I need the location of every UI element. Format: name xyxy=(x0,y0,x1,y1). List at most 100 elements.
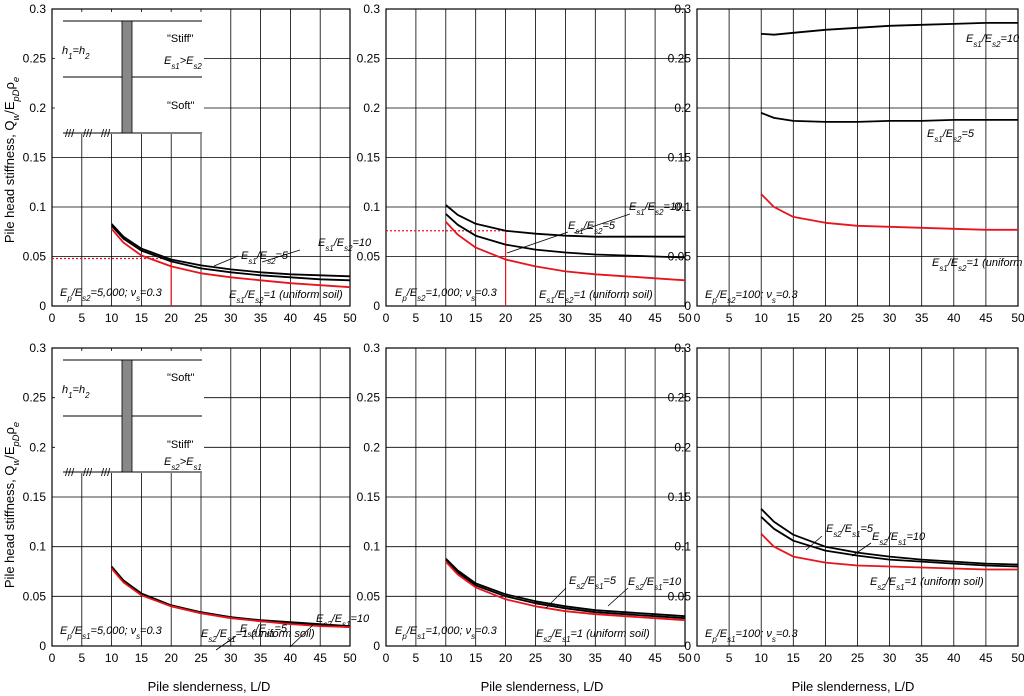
x-tick-label: 0 xyxy=(383,651,390,665)
y-tick-label: 0.1 xyxy=(363,200,380,214)
x-tick-label: 30 xyxy=(224,311,238,325)
y-tick-label: 0.2 xyxy=(674,101,691,115)
x-tick-label: 50 xyxy=(678,311,692,325)
y-tick-label: 0.25 xyxy=(357,391,381,405)
y-tick-label: 0.2 xyxy=(363,440,380,454)
y-tick-label: 0.3 xyxy=(29,2,46,16)
x-tick-label: 35 xyxy=(254,651,268,665)
x-tick-label: 45 xyxy=(979,311,993,325)
x-tick-label: 45 xyxy=(979,651,993,665)
series-line-3 xyxy=(110,567,351,628)
x-tick-label: 20 xyxy=(819,311,833,325)
label-leader-line xyxy=(607,587,629,607)
x-tick-label: 15 xyxy=(469,651,483,665)
plot-frame xyxy=(385,347,686,647)
pile-shaft xyxy=(121,20,133,134)
x-tick-label: 45 xyxy=(314,311,328,325)
x-tick-label: 25 xyxy=(194,311,208,325)
y-tick-label: 0.05 xyxy=(668,250,692,264)
x-tick-label: 0 xyxy=(694,651,701,665)
y-tick-label: 0.05 xyxy=(23,250,47,264)
x-tick-label: 40 xyxy=(284,651,298,665)
plot-frame xyxy=(696,8,1019,307)
x-tick-label: 15 xyxy=(787,651,801,665)
x-tick-label: 25 xyxy=(194,651,208,665)
inset-thickness-label: h1=h2 xyxy=(62,384,90,400)
y-tick-label: 0.2 xyxy=(29,101,46,115)
ground-hatch: /// xyxy=(83,467,93,479)
x-tick-label: 25 xyxy=(529,311,543,325)
ground-hatch: /// xyxy=(83,128,93,140)
plot-frame xyxy=(51,347,351,647)
parameter-annotation: Ep/Es1=100; νs=0.3 xyxy=(705,628,798,644)
y-tick-label: 0.1 xyxy=(363,540,380,554)
series-line-2 xyxy=(760,516,1019,568)
x-tick-label: 0 xyxy=(383,311,390,325)
series-label-3: Es2/Es1=1 (uniform soil) xyxy=(536,628,650,644)
series-line-2 xyxy=(445,558,686,620)
x-tick-label: 15 xyxy=(135,311,149,325)
x-tick-label: 30 xyxy=(559,651,573,665)
y-tick-label: 0 xyxy=(373,299,380,313)
label-leader-line xyxy=(851,542,872,557)
y-tick-label: 0.25 xyxy=(23,52,47,66)
label-leader-line xyxy=(573,213,631,234)
plot-frame xyxy=(385,8,686,307)
label-leader-line xyxy=(215,635,237,651)
series-label-1: Es2/Es1=10 xyxy=(628,576,682,592)
soil-profile-inset: /// /// /// h1=h2 "Soft" "Stiff" Es2>Es1 xyxy=(55,351,204,479)
y-tick-label: 0.15 xyxy=(668,490,692,504)
y-tick-label: 0 xyxy=(39,299,46,313)
x-tick-label: 5 xyxy=(413,651,420,665)
series-label-1: Es2/Es1=10 xyxy=(316,613,370,629)
y-axis-label-bottom: Pile head stiffness, Qw/EpDρe xyxy=(2,422,21,588)
y-tick-label: 0.3 xyxy=(363,2,380,16)
y-tick-label: 0.05 xyxy=(23,589,47,603)
x-tick-label: 10 xyxy=(439,651,453,665)
y-tick-label: 0.2 xyxy=(674,440,691,454)
chart-panel-bottom-left: 0 5 10 15 20 25 30 35 40 45 50 0 0.05 0.1 0.15 0.2 0.25 0… xyxy=(23,341,370,665)
x-tick-label: 25 xyxy=(851,311,865,325)
y-tick-label: 0.15 xyxy=(357,151,381,165)
y-tick-label: 0.25 xyxy=(668,52,692,66)
series-line-3 xyxy=(760,533,1018,571)
x-tick-label: 40 xyxy=(284,311,298,325)
y-tick-label: 0.15 xyxy=(23,151,47,165)
x-tick-label: 5 xyxy=(78,651,85,665)
inset-lower-layer-label: "Stiff" xyxy=(167,439,194,451)
x-tick-label: 35 xyxy=(589,651,603,665)
x-tick-label: 20 xyxy=(165,651,179,665)
series-label-1: Es2/Es1=10 xyxy=(872,531,926,547)
x-tick-label: 5 xyxy=(413,311,420,325)
label-leader-line xyxy=(805,535,823,551)
x-tick-label: 15 xyxy=(135,651,149,665)
y-tick-label: 0 xyxy=(684,639,691,653)
x-tick-label: 45 xyxy=(648,311,662,325)
x-tick-label: 25 xyxy=(851,651,865,665)
series-label-3: Es1/Es2=1 (uniform soil) xyxy=(932,257,1024,273)
x-tick-label: 45 xyxy=(648,651,662,665)
x-tick-label: 35 xyxy=(589,311,603,325)
x-tick-label: 0 xyxy=(49,651,56,665)
x-tick-label: 35 xyxy=(254,311,268,325)
series-line-3 xyxy=(445,221,686,282)
x-tick-label: 50 xyxy=(1011,311,1024,325)
y-tick-label: 0.1 xyxy=(29,200,46,214)
x-axis-label-middle: Pile slenderness, L/D xyxy=(481,679,604,694)
series-label-3: Es1/Es2=1 (uniform soil) xyxy=(229,289,343,305)
y-tick-label: 0 xyxy=(684,299,691,313)
parameter-annotation: Ep/Es1=1,000; νs=0.3 xyxy=(395,625,498,641)
parameter-annotation: Ep/Es2=5,000; νs=0.3 xyxy=(60,287,163,303)
inset-stiffness-relation: Es2>Es1 xyxy=(164,456,202,472)
x-tick-label: 35 xyxy=(915,651,929,665)
ground-hatch: /// xyxy=(101,467,111,479)
chart-panel-top-right: 0 5 10 15 20 25 30 35 40 45 5000.050.10.150.20.250… xyxy=(668,2,1024,325)
ground-hatch: /// xyxy=(101,128,111,140)
label-leader-line xyxy=(289,624,314,648)
x-tick-label: 10 xyxy=(439,311,453,325)
series-line-2 xyxy=(445,213,686,259)
y-tick-label: 0.1 xyxy=(674,200,691,214)
y-tick-label: 0 xyxy=(39,639,46,653)
chart-panel-top-middle: 0 5 10 15 20 25 30 35 40 45 5000.050.10.150.20.250… xyxy=(357,2,692,325)
x-tick-label: 40 xyxy=(947,651,961,665)
